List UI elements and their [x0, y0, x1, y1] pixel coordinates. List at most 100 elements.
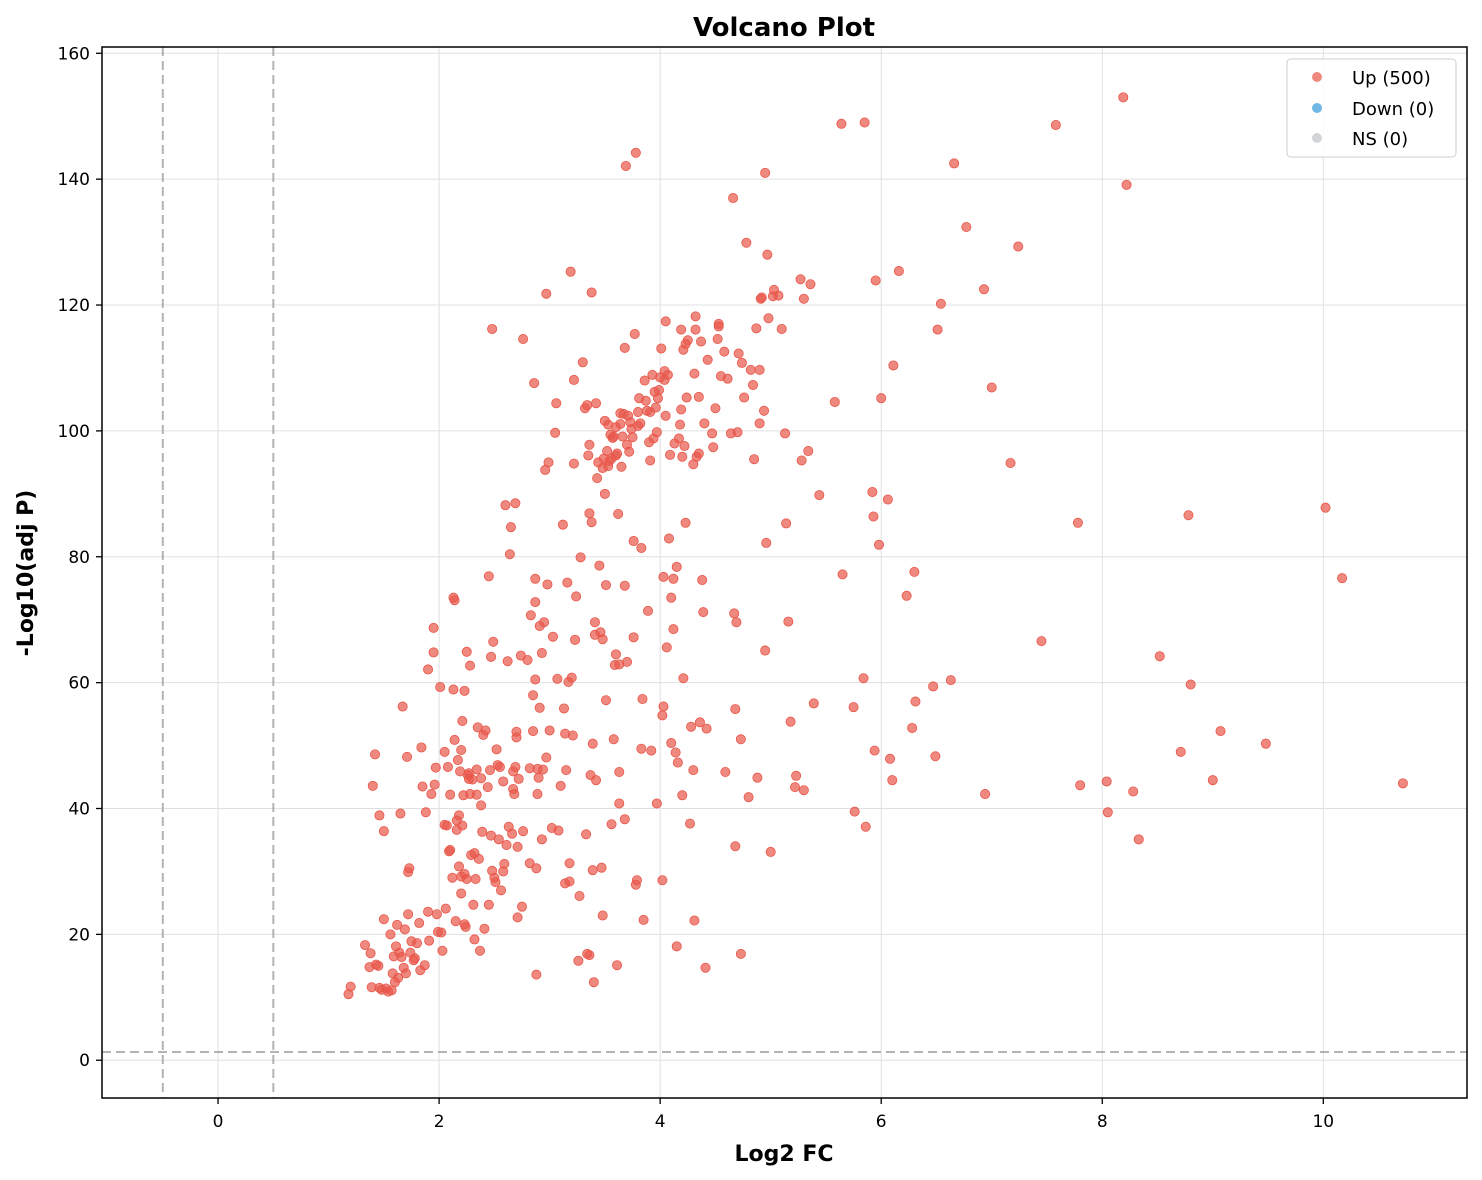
data-point: [564, 876, 575, 887]
data-point: [1207, 775, 1218, 786]
data-point: [378, 914, 389, 925]
data-point: [436, 927, 447, 938]
data-point: [456, 888, 467, 899]
data-point: [628, 632, 639, 643]
data-point: [445, 845, 456, 856]
y-axis-ticks: 0 20 40 60 80 100 120 140 160: [58, 44, 102, 1071]
data-point: [617, 431, 628, 442]
data-point: [468, 899, 479, 910]
data-point: [662, 369, 673, 380]
data-point: [701, 723, 712, 734]
data-point: [541, 288, 552, 299]
data-point: [367, 780, 378, 791]
data-point: [473, 853, 484, 864]
data-point: [400, 968, 411, 979]
data-point: [522, 654, 533, 665]
data-point: [658, 571, 669, 582]
data-point: [619, 814, 630, 825]
data-point: [673, 433, 684, 444]
data-point: [638, 914, 649, 925]
data-point: [698, 607, 709, 618]
data-point: [591, 398, 602, 409]
data-point: [808, 698, 819, 709]
data-point: [795, 274, 806, 285]
data-point: [874, 539, 885, 550]
data-point: [471, 789, 482, 800]
data-point: [656, 343, 667, 354]
data-point: [722, 373, 733, 384]
data-point: [783, 616, 794, 627]
data-point: [749, 454, 760, 465]
data-point: [668, 624, 679, 635]
data-point: [932, 324, 943, 335]
data-point: [636, 542, 647, 553]
data-point: [635, 418, 646, 429]
data-point: [483, 571, 494, 582]
data-point: [587, 738, 598, 749]
data-point: [859, 117, 870, 128]
data-point: [637, 693, 648, 704]
data-point: [552, 673, 563, 684]
data-point: [1013, 241, 1024, 252]
data-point: [986, 382, 997, 393]
data-point: [416, 742, 427, 753]
data-point: [680, 517, 691, 528]
data-point: [743, 792, 754, 803]
data-point: [671, 941, 682, 952]
data-point: [805, 279, 816, 290]
data-point: [541, 752, 552, 763]
data-point: [373, 960, 384, 971]
data-point: [693, 391, 704, 402]
data-point: [676, 404, 687, 415]
data-point: [1118, 92, 1129, 103]
data-point: [760, 167, 771, 178]
data-point: [654, 384, 665, 395]
data-point: [587, 865, 598, 876]
data-point: [476, 800, 487, 811]
data-point: [631, 875, 642, 886]
data-point: [697, 575, 708, 586]
data-point: [536, 834, 547, 845]
data-point: [836, 118, 847, 129]
data-point: [597, 634, 608, 645]
data-point: [796, 455, 807, 466]
data-point: [1072, 517, 1083, 528]
data-point: [751, 323, 762, 334]
legend-box: [1286, 58, 1457, 158]
data-point: [424, 935, 435, 946]
data-point: [591, 775, 602, 786]
data-point: [566, 672, 577, 683]
data-point: [426, 789, 437, 800]
data-point: [1175, 746, 1186, 757]
data-point: [470, 873, 481, 884]
data-point: [479, 923, 490, 934]
data-point: [1075, 780, 1086, 791]
data-point: [435, 682, 446, 693]
data-point: [730, 704, 741, 715]
data-point: [858, 673, 869, 684]
legend-label-down: Down (0): [1352, 99, 1434, 120]
data-point: [615, 418, 626, 429]
data-point: [694, 717, 705, 728]
data-point: [544, 725, 555, 736]
data-point: [499, 858, 510, 869]
data-point: [586, 287, 597, 298]
data-point: [601, 580, 612, 591]
data-point: [557, 519, 568, 530]
data-point: [570, 634, 581, 645]
data-point: [518, 334, 529, 345]
data-point: [1128, 786, 1139, 797]
data-point: [614, 767, 625, 778]
data-point: [567, 730, 578, 741]
data-point: [456, 744, 467, 755]
data-point: [720, 767, 731, 778]
data-point: [763, 313, 774, 324]
data-point: [930, 751, 941, 762]
data-point: [512, 841, 523, 852]
data-point: [568, 458, 579, 469]
data-point: [679, 441, 690, 452]
data-point: [728, 193, 739, 204]
data-point: [562, 577, 573, 588]
data-point: [584, 950, 595, 961]
